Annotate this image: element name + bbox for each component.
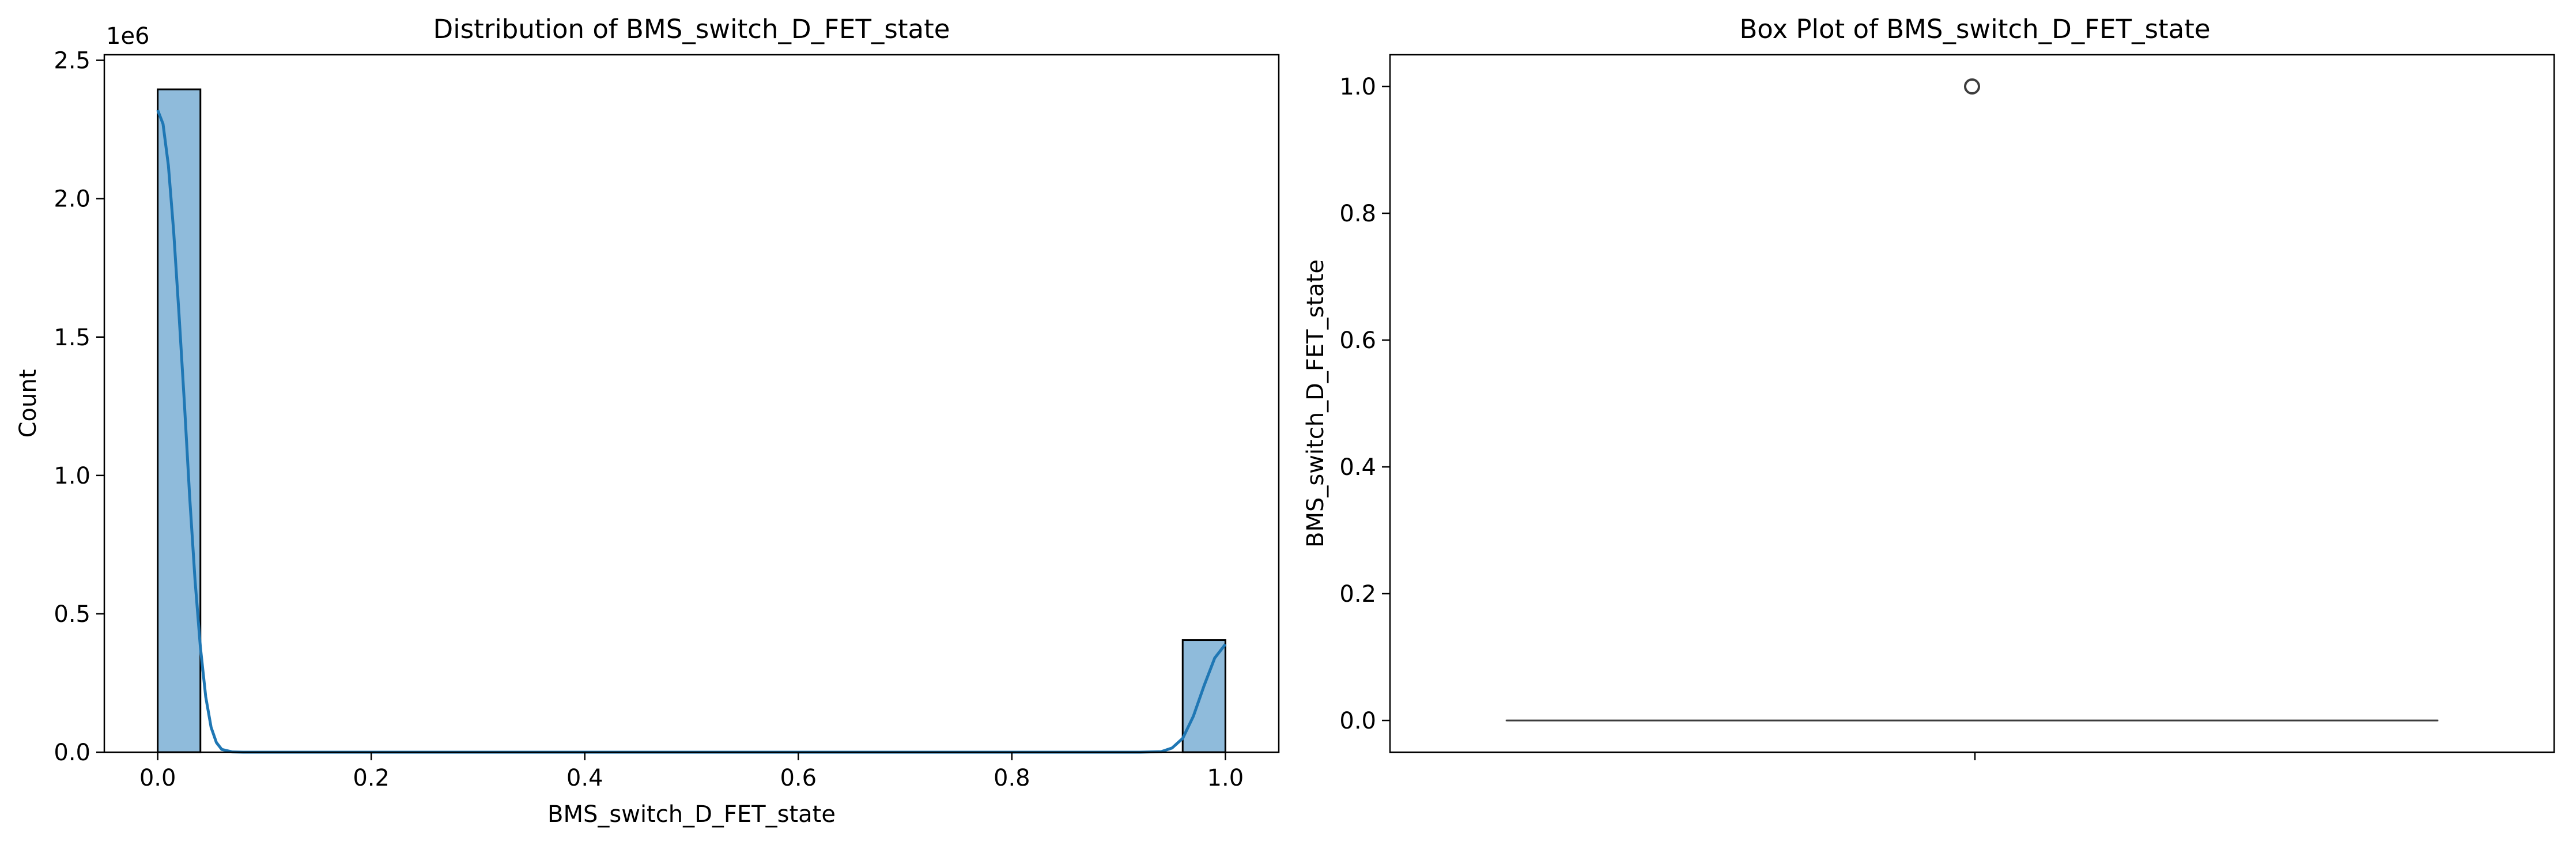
boxplot-panel: Box Plot of BMS_switch_D_FET_state 0.0 0.… <box>1302 14 2555 760</box>
histogram-y-tick-label: 2.5 <box>54 48 90 74</box>
boxplot-plot-frame <box>1389 54 2555 753</box>
boxplot-y-tick-label: 1.0 <box>1339 74 1376 100</box>
boxplot-y-axis-label: BMS_switch_D_FET_state <box>1302 259 1329 548</box>
histogram-panel: Distribution of BMS_switch_D_FET_state 1… <box>15 14 1280 828</box>
histogram-bar <box>157 88 202 753</box>
histogram-x-axis-label: BMS_switch_D_FET_state <box>547 801 836 828</box>
histogram-y-offset-label: 1e6 <box>106 23 150 50</box>
boxplot-y-tick-label: 0.4 <box>1339 454 1376 481</box>
histogram-x-tick-label: 0.8 <box>994 765 1030 791</box>
boxplot-y-tick-label: 0.2 <box>1339 581 1376 608</box>
histogram-x-tick-label: 0.0 <box>139 765 176 791</box>
histogram-bar <box>1181 639 1226 753</box>
histogram-x-tick-label: 1.0 <box>1207 765 1244 791</box>
boxplot-title: Box Plot of BMS_switch_D_FET_state <box>1739 14 2210 44</box>
histogram-y-tick-label: 1.5 <box>54 325 90 351</box>
histogram-plot-frame <box>103 54 1280 753</box>
histogram-y-tick-label: 2.0 <box>54 186 90 213</box>
histogram-y-tick-label: 0.0 <box>54 740 90 766</box>
boxplot-y-tick-label: 0.0 <box>1339 708 1376 734</box>
boxplot-y-tick-label: 0.6 <box>1339 327 1376 354</box>
histogram-y-tick-label: 1.0 <box>54 463 90 489</box>
kde-curve <box>156 110 1227 754</box>
histogram-y-axis-label: Count <box>15 369 41 438</box>
histogram-y-tick-label: 0.5 <box>54 601 90 628</box>
histogram-x-tick-label: 0.4 <box>566 765 603 791</box>
histogram-x-tick-label: 0.2 <box>353 765 390 791</box>
histogram-x-tick-label: 0.6 <box>780 765 817 791</box>
histogram-title: Distribution of BMS_switch_D_FET_state <box>433 14 950 44</box>
boxplot-y-tick-label: 0.8 <box>1339 201 1376 227</box>
outlier-point <box>1964 78 1980 95</box>
